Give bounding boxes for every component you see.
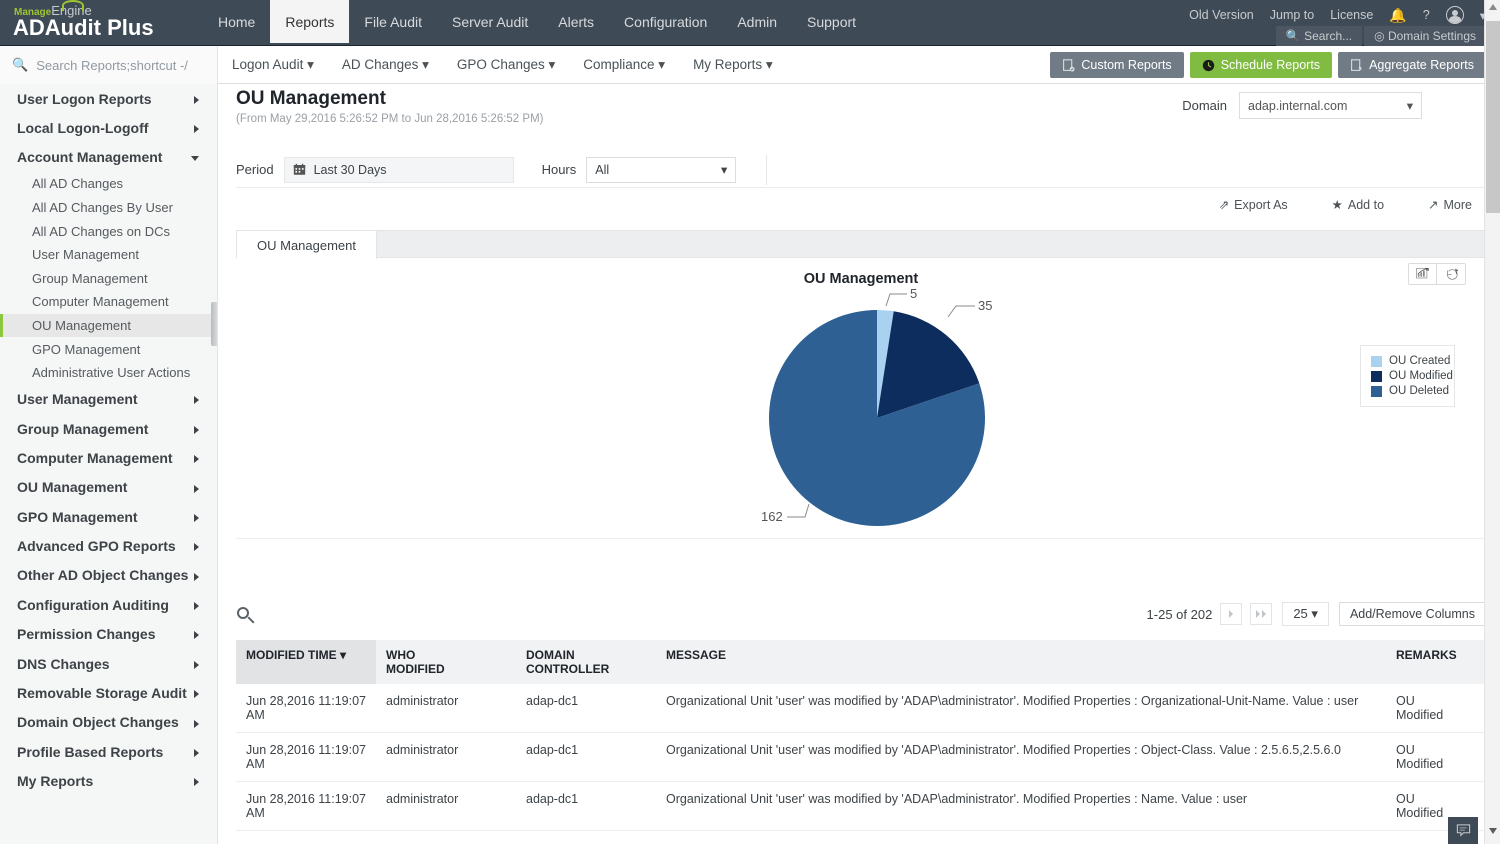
svg-text:162: 162	[761, 509, 783, 524]
svg-text:35: 35	[978, 298, 992, 313]
svg-text:5: 5	[910, 286, 917, 301]
